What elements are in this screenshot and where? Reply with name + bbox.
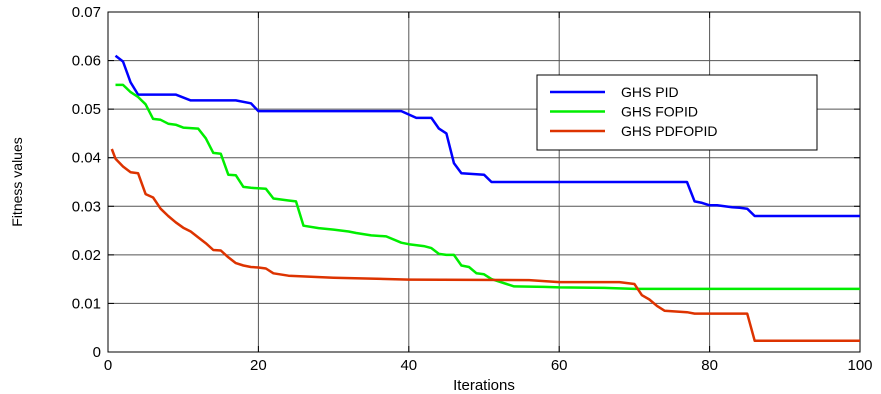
y-tick-label: 0.04 [72, 150, 101, 167]
series-line-1 [114, 54, 860, 218]
x-tick-label: 60 [551, 357, 568, 374]
legend-box [536, 74, 818, 151]
grid-lines [108, 12, 860, 352]
y-axis-label: Fitness values [9, 137, 25, 226]
y-tick-label: 0.06 [72, 53, 101, 70]
legend-label: GHS PID [621, 84, 679, 100]
legend-label: GHS PDFOPID [621, 123, 717, 139]
x-tick-label: 40 [400, 357, 417, 374]
y-tick-label: 0.03 [72, 198, 101, 215]
y-tick-label: 0.01 [72, 295, 101, 312]
y-tick-label: 0 [93, 344, 101, 361]
y-tick-label: 0.05 [72, 101, 101, 118]
x-tick-label: 0 [104, 357, 112, 374]
series-line-3 [110, 148, 860, 343]
axis-ticks: 0 20 40 60 80 100 0 0.01 0.02 0.03 0.04 0.05 0.06 0.0… [72, 4, 873, 374]
x-tick-label: 20 [250, 357, 267, 374]
series-lines [110, 54, 860, 343]
plot-area-frame [107, 11, 861, 353]
legend: GHS PID GHS FOPID GHS PDFOPID [536, 74, 818, 151]
y-tick-label: 0.07 [72, 4, 101, 21]
y-tick-label: 0.02 [72, 247, 101, 264]
x-tick-label: 80 [701, 357, 718, 374]
x-axis-label: Iterations [453, 377, 515, 394]
x-tick-label: 100 [847, 357, 872, 374]
legend-label: GHS FOPID [621, 104, 698, 120]
